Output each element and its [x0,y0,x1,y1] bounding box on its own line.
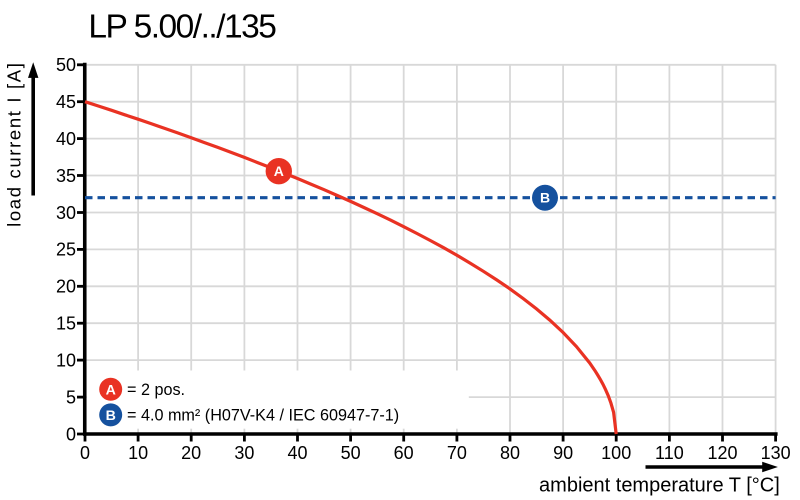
svg-text:40: 40 [287,443,307,463]
svg-text:110: 110 [655,443,684,463]
svg-text:15: 15 [56,314,76,334]
svg-text:40: 40 [56,129,76,149]
svg-text:A: A [106,382,116,398]
svg-text:20: 20 [56,277,76,297]
svg-text:20: 20 [181,443,201,463]
svg-text:10: 10 [128,443,148,463]
svg-text:120: 120 [707,443,737,463]
svg-text:100: 100 [601,443,631,463]
svg-text:10: 10 [56,350,76,370]
svg-text:= 4.0 mm² (H07V-K4 / IEC 60947: = 4.0 mm² (H07V-K4 / IEC 60947-7-1) [127,407,399,425]
svg-text:90: 90 [553,443,573,463]
svg-text:B: B [540,190,550,206]
svg-text:50: 50 [341,443,361,463]
svg-text:load current I [A]: load current I [A] [3,61,24,226]
svg-text:30: 30 [56,203,76,223]
svg-text:= 2 pos.: = 2 pos. [127,381,185,399]
svg-text:50: 50 [56,55,76,75]
svg-text:45: 45 [56,92,76,112]
svg-text:LP 5.00/../135: LP 5.00/../135 [88,9,276,46]
svg-text:30: 30 [234,443,254,463]
svg-text:B: B [106,408,116,424]
svg-text:130: 130 [761,443,791,463]
svg-text:25: 25 [56,240,76,260]
svg-text:0: 0 [66,424,76,444]
svg-text:A: A [274,163,284,179]
svg-text:60: 60 [394,443,414,463]
svg-text:80: 80 [500,443,520,463]
svg-text:ambient temperature T [°C]: ambient temperature T [°C] [539,474,780,496]
svg-text:5: 5 [66,387,76,407]
svg-text:35: 35 [56,166,76,186]
svg-text:70: 70 [447,443,467,463]
svg-text:0: 0 [80,443,90,463]
